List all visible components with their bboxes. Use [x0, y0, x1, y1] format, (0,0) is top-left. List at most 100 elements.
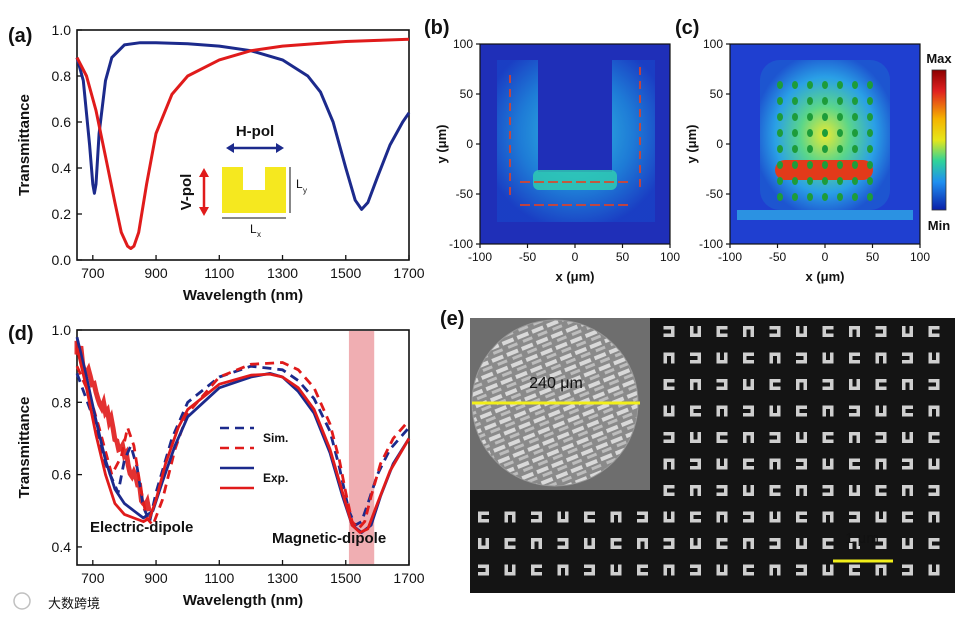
- panel-c-field-dot: [777, 81, 783, 89]
- panel-c-xtick-label: 0: [822, 250, 829, 264]
- panel-a-ytick-label: 0.2: [52, 206, 72, 222]
- panel-c-field-dot: [837, 97, 843, 105]
- panel-c-field-dot: [792, 161, 798, 169]
- figure-root: 700 900 1100 1300 1500 1700 0.0 0.2 0.4 0.6 0.8 1.0…: [0, 0, 964, 619]
- panel-c-field-dot: [807, 129, 813, 137]
- panel-c-field-dot: [822, 177, 828, 185]
- panel-b-xtick-label: 50: [616, 250, 630, 264]
- panel-a-xtick-label: 900: [144, 265, 168, 281]
- panel-c-field-dot: [792, 129, 798, 137]
- panel-c-field-dot: [852, 145, 858, 153]
- panel-a-frame: [77, 30, 409, 260]
- panel-d-xtick-label: 700: [81, 570, 105, 586]
- colorbar-min-label: Min: [928, 218, 950, 233]
- panel-c-field-dot: [822, 161, 828, 169]
- watermark-text: 大数跨境: [48, 596, 100, 611]
- panel-c-field-dot: [822, 129, 828, 137]
- panel-c-ytick-label: 100: [703, 37, 723, 51]
- panel-c-field-dot: [867, 193, 873, 201]
- panel-d-ylabel: Transmittance: [16, 397, 33, 499]
- panel-c-field-dot: [867, 145, 873, 153]
- lx-label: L: [250, 222, 257, 236]
- panel-c-field-dot: [852, 193, 858, 201]
- panel-a-xtick-label: 1100: [204, 265, 234, 281]
- panel-c-field-dot: [837, 81, 843, 89]
- panel-c-field-dot: [867, 161, 873, 169]
- panel-d-xtick-label: 900: [144, 570, 168, 586]
- ly-label: L: [296, 177, 303, 191]
- panel-c-field-dot: [852, 161, 858, 169]
- panel-a-ytick-label: 0.4: [52, 160, 72, 176]
- colorbar-max-label: Max: [926, 51, 952, 66]
- colorbar: [932, 70, 946, 210]
- lx-sub-label: x: [257, 230, 261, 239]
- panel-c-field-dot: [867, 129, 873, 137]
- panel-c-field-dot: [807, 177, 813, 185]
- panel-c-ytick-label: 50: [710, 87, 724, 101]
- panel-c-field-dot: [777, 145, 783, 153]
- panel-c-field-dot: [867, 97, 873, 105]
- panel-b-xtick-label: -100: [468, 250, 492, 264]
- panel-c-field-dot: [822, 97, 828, 105]
- panel-c-field-dot: [822, 193, 828, 201]
- panel-c-field-dot: [867, 113, 873, 121]
- panel-c-field-dot: [867, 81, 873, 89]
- panel-b-ylabel: y (μm): [434, 124, 449, 163]
- panel-c-field-dot: [792, 193, 798, 201]
- panel-c-xtick-label: 100: [910, 250, 930, 264]
- panel-c-field-dot: [792, 113, 798, 121]
- panel-b-ytick-label: 50: [460, 87, 474, 101]
- panel-a-ytick-label: 0.0: [52, 252, 72, 268]
- panel-c-field-dot: [777, 161, 783, 169]
- inset-diameter-label: 240 μm: [529, 375, 583, 392]
- panel-b-ytick-label: -50: [456, 187, 474, 201]
- panel-a-xlabel: Wavelength (nm): [183, 287, 303, 304]
- panel-c-field-dot: [837, 113, 843, 121]
- panel-c-field-dot: [777, 129, 783, 137]
- panel-label-e: (e): [440, 308, 464, 330]
- figure-canvas: 700 900 1100 1300 1500 17000.00.20.40.60.81.0…: [0, 0, 964, 619]
- annotation-magnetic-dipole: Magnetic-dipole: [272, 530, 386, 547]
- panel-c-field-dot: [777, 97, 783, 105]
- panel-c-field-dot: [792, 81, 798, 89]
- panel-b-ytick-label: 0: [466, 137, 473, 151]
- watermark-logo-icon: [14, 593, 30, 609]
- panel-a-xtick-label: 700: [81, 265, 105, 281]
- panel-b-ytick-label: 100: [453, 37, 473, 51]
- panel-c-field-dot: [822, 113, 828, 121]
- panel-d-xtick-label: 1500: [330, 570, 361, 586]
- panel-c-field-dot: [852, 97, 858, 105]
- panel-c-ytick-label: -100: [699, 237, 723, 251]
- panel-c-xtick-label: 50: [866, 250, 880, 264]
- panel-c-xtick-label: -50: [769, 250, 787, 264]
- panel-c-field-dot: [807, 161, 813, 169]
- panel-c-ylabel: y (μm): [684, 124, 699, 163]
- panel-c-field-dot: [837, 177, 843, 185]
- panel-c-ytick-label: -50: [706, 187, 724, 201]
- panel-a-xtick-label: 1700: [393, 265, 424, 281]
- panel-d-ytick-label: 0.6: [52, 467, 72, 483]
- panel-d-ytick-label: 0.4: [52, 539, 72, 555]
- panel-c-field-dot: [852, 129, 858, 137]
- panel-c-field-dot: [807, 145, 813, 153]
- panel-d-xtick-label: 1100: [204, 570, 234, 586]
- panel-c-field-dot: [822, 145, 828, 153]
- panel-c-field-dot: [777, 113, 783, 121]
- panel-c-field-dot: [792, 97, 798, 105]
- panel-c-field-dot: [807, 97, 813, 105]
- panel-label-a: (a): [8, 25, 32, 47]
- panel-c-field-dot: [852, 177, 858, 185]
- panel-c-xtick-label: -100: [718, 250, 742, 264]
- panel-label-d: (d): [8, 323, 34, 345]
- panel-c-field-dot: [777, 193, 783, 201]
- panel-a-ylabel: Transmittance: [16, 94, 33, 196]
- panel-b-xtick-label: 100: [660, 250, 680, 264]
- panel-b-xtick-label: -50: [519, 250, 537, 264]
- panel-c-field-dot: [837, 129, 843, 137]
- panel-d-ytick-label: 0.8: [52, 394, 72, 410]
- panel-c-field-dot: [852, 113, 858, 121]
- panel-c-field-band: [737, 210, 913, 220]
- panel-a-xtick-label: 1500: [330, 265, 361, 281]
- panel-a-ytick-label: 0.6: [52, 114, 72, 130]
- annotation-electric-dipole: Electric-dipole: [90, 519, 193, 536]
